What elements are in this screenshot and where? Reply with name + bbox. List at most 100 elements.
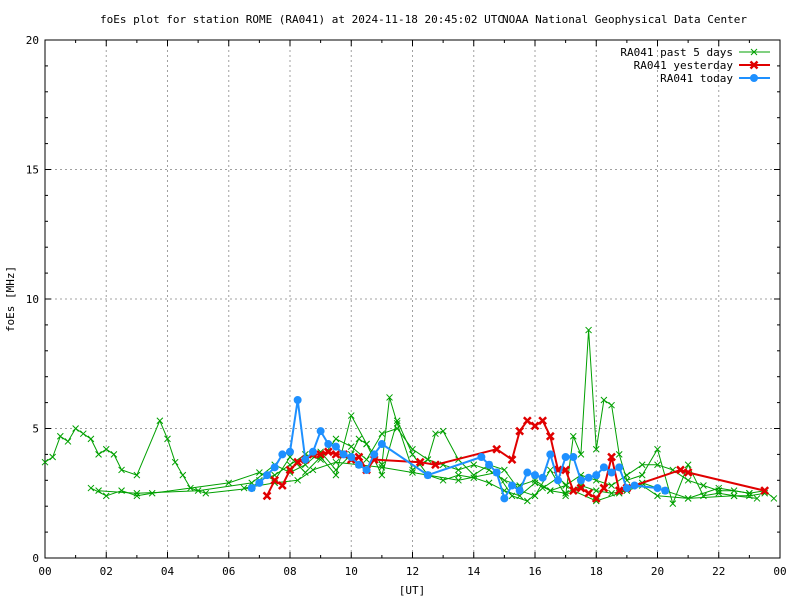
data-point	[638, 471, 646, 479]
data-point	[684, 461, 692, 469]
data-point	[562, 492, 569, 500]
data-point	[715, 489, 723, 497]
data-point	[285, 465, 295, 475]
data-point	[561, 452, 570, 461]
data-point	[293, 396, 302, 405]
data-point	[546, 466, 554, 474]
data-point	[256, 469, 263, 476]
data-point	[508, 492, 516, 500]
data-point	[72, 425, 79, 432]
y-tick-label: 15	[26, 164, 39, 177]
data-point	[148, 489, 156, 497]
data-point	[363, 440, 370, 448]
data-point	[202, 489, 210, 497]
data-point	[576, 483, 586, 493]
data-point	[102, 492, 110, 500]
data-point	[750, 48, 758, 56]
data-point	[263, 471, 272, 480]
data-point	[615, 451, 623, 458]
data-point	[415, 457, 425, 467]
data-point	[531, 471, 539, 480]
data-point	[270, 475, 280, 485]
data-point	[523, 497, 531, 505]
data-point	[309, 466, 317, 474]
x-tick-label: 00	[38, 565, 51, 578]
data-point	[523, 468, 532, 477]
data-point	[599, 483, 609, 493]
data-point	[584, 473, 593, 482]
data-point	[316, 427, 325, 436]
y-axis-label: foEs [MHz]	[4, 266, 17, 332]
x-tick-label: 18	[590, 565, 603, 578]
data-point	[316, 450, 326, 459]
data-point	[286, 447, 294, 456]
data-point	[95, 451, 102, 458]
x-tick-label: 22	[712, 565, 725, 578]
data-point	[508, 481, 517, 490]
data-point	[79, 430, 87, 438]
data-point	[600, 396, 608, 404]
data-point	[569, 452, 578, 461]
data-point	[386, 394, 393, 401]
data-point	[179, 471, 187, 479]
data-point	[585, 326, 592, 334]
data-point	[470, 461, 478, 469]
data-point	[653, 484, 662, 493]
data-point	[409, 451, 416, 458]
data-point	[432, 430, 439, 438]
data-point	[684, 476, 692, 484]
data-point	[110, 451, 118, 458]
data-point	[576, 476, 585, 485]
data-point	[492, 468, 501, 477]
data-point	[262, 491, 272, 501]
data-point	[470, 474, 478, 482]
data-point	[439, 427, 447, 435]
data-point	[539, 484, 547, 492]
data-point	[347, 443, 355, 450]
y-tick-label: 0	[32, 552, 39, 565]
data-point	[56, 432, 64, 440]
x-tick-label: 14	[467, 565, 481, 578]
grid	[45, 40, 780, 558]
data-point	[41, 458, 49, 466]
data-point	[95, 487, 102, 495]
data-point	[561, 465, 571, 475]
y-tick-label: 20	[26, 34, 39, 47]
data-point	[715, 484, 723, 492]
data-point	[324, 440, 333, 449]
data-point	[370, 450, 379, 459]
data-point	[730, 492, 738, 500]
data-point	[614, 486, 624, 496]
data-point	[339, 450, 348, 459]
x-tick-label: 02	[100, 565, 113, 578]
data-point	[553, 476, 562, 485]
data-point	[409, 469, 416, 476]
data-point	[301, 455, 310, 464]
data-point	[615, 463, 624, 472]
data-point	[750, 74, 758, 82]
data-point	[308, 447, 317, 456]
data-point	[531, 479, 539, 487]
data-point	[515, 486, 524, 495]
data-point	[507, 455, 517, 464]
data-point	[332, 458, 340, 466]
legend-label: RA041 past 5 days	[620, 46, 733, 59]
data-point	[294, 476, 302, 484]
data-point	[355, 435, 363, 443]
data-point	[501, 476, 508, 484]
data-point	[592, 471, 601, 480]
data-point	[562, 489, 569, 497]
data-point	[331, 442, 340, 451]
data-point	[378, 430, 386, 438]
data-point	[362, 465, 371, 474]
data-point	[622, 484, 631, 493]
data-point	[133, 492, 141, 500]
data-point	[607, 452, 616, 462]
data-point	[278, 450, 287, 459]
legend-label: RA041 yesterday	[634, 59, 734, 72]
x-tick-label: 08	[283, 565, 296, 578]
data-point	[133, 471, 141, 479]
x-tick-label: 00	[773, 565, 786, 578]
